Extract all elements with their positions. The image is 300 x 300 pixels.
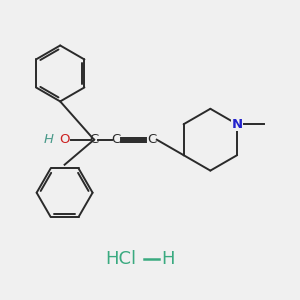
Text: H: H [161,250,174,268]
Text: C: C [89,133,99,146]
Text: H: H [44,133,53,146]
Text: C: C [112,133,121,146]
Text: C: C [147,133,156,146]
Text: HCl: HCl [105,250,136,268]
Text: O: O [59,133,70,146]
Text: N: N [232,118,243,131]
